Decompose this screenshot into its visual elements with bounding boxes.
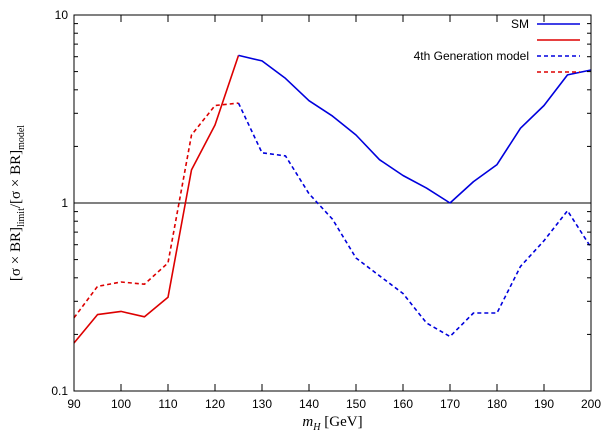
y-axis-label: [σ × BR]limit/[σ × BR]model	[8, 125, 27, 281]
y-tick-label: 1	[61, 196, 68, 210]
legend-label: SM	[511, 17, 529, 31]
series-line-1	[238, 54, 592, 204]
series-layer	[73, 54, 592, 344]
x-tick-label: 200	[581, 397, 601, 411]
x-tick-label: 100	[111, 397, 131, 411]
series-line-0	[73, 55, 240, 344]
legend-label: 4th Generation model	[414, 49, 529, 63]
x-tick-label: 160	[393, 397, 413, 411]
x-tick-label: 190	[534, 397, 554, 411]
x-tick-label: 120	[205, 397, 225, 411]
x-tick-label: 110	[158, 397, 177, 411]
y-tick-label: 0.1	[51, 384, 68, 398]
x-tick-label: 180	[487, 397, 507, 411]
y-tick-label: 10	[55, 8, 69, 22]
x-tick-label: 170	[440, 397, 460, 411]
legend: SM 4th Generation model	[414, 17, 580, 73]
x-tick-label: 140	[299, 397, 319, 411]
x-axis-label: mH [GeV]	[302, 414, 362, 432]
x-tick-label: 130	[252, 397, 272, 411]
x-tick-label: 150	[346, 397, 366, 411]
x-tick-label: 90	[67, 397, 81, 411]
series-line-2	[73, 102, 239, 319]
series-line-3	[237, 102, 592, 338]
axis-ticks: 90 100 110 120 130 140 150 160 170 180 190 2000.111…	[51, 8, 601, 411]
